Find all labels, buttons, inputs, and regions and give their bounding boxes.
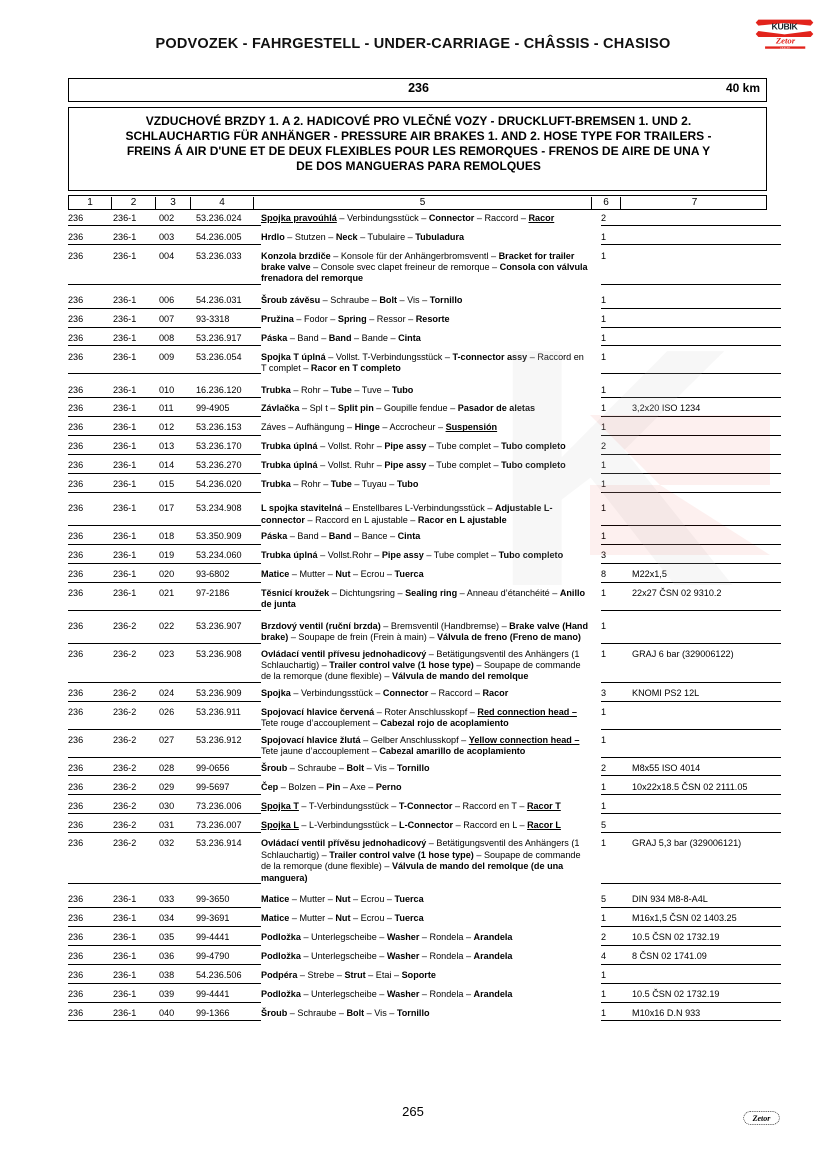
svg-text:Zetor: Zetor: [752, 1114, 772, 1123]
svg-text:KUBIK: KUBIK: [772, 22, 799, 32]
